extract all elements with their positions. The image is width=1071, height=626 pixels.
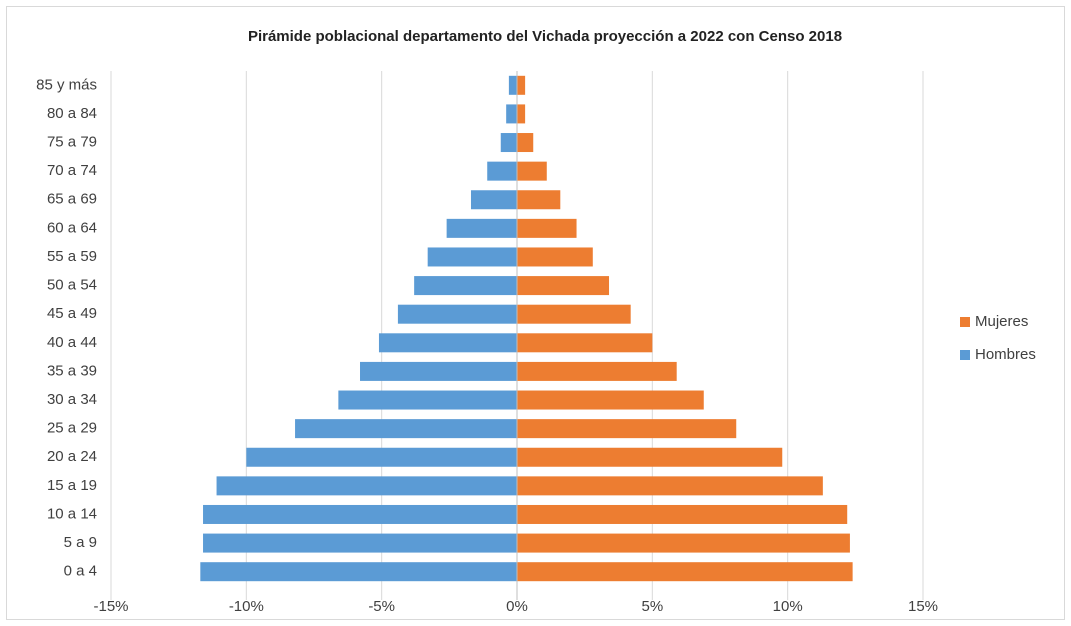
bar	[360, 361, 517, 381]
chart-title: Pirámide poblacional departamento del Vi…	[248, 28, 842, 45]
x-tick-label: 5%	[641, 598, 663, 615]
y-tick-label: 0 a 4	[64, 563, 97, 580]
bar	[246, 447, 518, 467]
bar	[517, 333, 653, 353]
y-tick-label: 10 a 14	[47, 505, 97, 522]
y-tick-label: 75 a 79	[47, 133, 97, 150]
bar	[517, 504, 848, 524]
bar	[517, 190, 561, 210]
bar	[517, 218, 577, 238]
bar	[446, 218, 517, 238]
y-tick-label: 60 a 64	[47, 219, 97, 236]
bar	[378, 333, 517, 353]
y-tick-label: 70 a 74	[47, 162, 97, 179]
y-tick-label: 55 a 59	[47, 248, 97, 265]
y-tick-label: 65 a 69	[47, 191, 97, 208]
bar	[203, 504, 517, 524]
x-tick-label: -5%	[368, 598, 395, 615]
x-tick-label: 10%	[773, 598, 803, 615]
bar	[427, 247, 517, 267]
x-tick-label: -15%	[93, 598, 128, 615]
bar	[517, 161, 547, 181]
y-tick-label: 80 a 84	[47, 105, 97, 122]
legend-swatch	[960, 350, 970, 360]
x-tick-label: -10%	[229, 598, 264, 615]
y-tick-label: 85 y más	[36, 76, 97, 93]
bar	[508, 75, 517, 95]
y-tick-label: 15 a 19	[47, 477, 97, 494]
bar	[295, 419, 517, 439]
bar	[517, 75, 526, 95]
x-tick-label: 0%	[506, 598, 528, 615]
y-tick-label: 30 a 34	[47, 391, 97, 408]
legend-label: Mujeres	[975, 313, 1028, 330]
y-tick-label: 50 a 54	[47, 277, 97, 294]
bar	[517, 476, 823, 496]
bar	[216, 476, 517, 496]
bar	[517, 133, 534, 153]
legend-swatch	[960, 317, 970, 327]
bar	[506, 104, 517, 124]
y-tick-label: 35 a 39	[47, 362, 97, 379]
bar	[517, 304, 631, 324]
bar	[517, 390, 704, 410]
bar	[517, 447, 783, 467]
bar	[470, 190, 517, 210]
legend-label: Hombres	[975, 346, 1036, 363]
bar	[500, 133, 517, 153]
bar	[517, 419, 737, 439]
x-tick-label: 15%	[908, 598, 938, 615]
y-tick-label: 45 a 49	[47, 305, 97, 322]
bar	[397, 304, 517, 324]
bar	[517, 247, 593, 267]
bar	[338, 390, 517, 410]
bar	[517, 562, 853, 582]
bar	[517, 533, 850, 553]
y-tick-label: 40 a 44	[47, 334, 97, 351]
bar	[203, 533, 517, 553]
y-tick-label: 5 a 9	[64, 534, 97, 551]
bar	[487, 161, 517, 181]
bar	[517, 361, 677, 381]
bar	[517, 276, 610, 296]
y-tick-label: 20 a 24	[47, 448, 97, 465]
bar	[414, 276, 517, 296]
bar	[517, 104, 526, 124]
bar	[200, 562, 517, 582]
y-tick-label: 25 a 29	[47, 420, 97, 437]
